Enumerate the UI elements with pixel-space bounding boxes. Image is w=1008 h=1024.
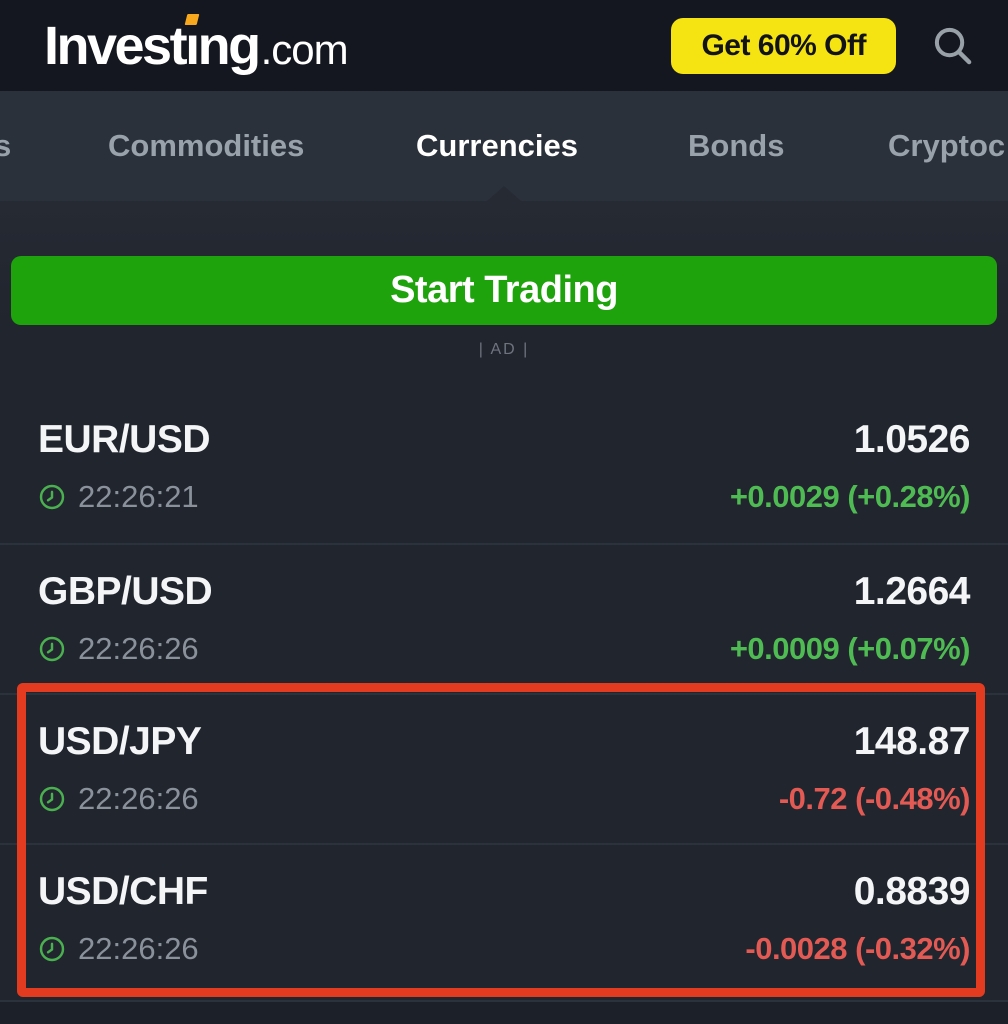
search-button[interactable] xyxy=(930,23,976,69)
quote-row-usdjpy[interactable]: USD/JPY 148.87 22:26:26 -0.72 (-0.48%) xyxy=(0,693,1008,843)
investing-logo[interactable]: Investı ng .com xyxy=(44,13,349,77)
quote-pair: GBP/USD xyxy=(38,570,213,613)
start-trading-button[interactable]: Start Trading xyxy=(11,256,997,325)
quote-pair: USD/CHF xyxy=(38,870,208,913)
ad-disclosure-label: | AD | xyxy=(478,341,530,358)
market-category-tabbar: s Commodities Currencies Bonds Crypto c xyxy=(0,91,1008,201)
get-offer-button[interactable]: Get 60% Off xyxy=(671,17,896,74)
clock-icon xyxy=(39,484,65,510)
quote-price: 1.2664 xyxy=(853,570,971,613)
logo-domain-suffix: .com xyxy=(260,25,349,73)
list-footer-strip xyxy=(0,1000,1008,1024)
quote-change: +0.0009 (+0.07%) xyxy=(729,631,971,666)
tab-currencies[interactable]: Currencies xyxy=(416,128,578,163)
quote-pair: EUR/USD xyxy=(38,418,211,461)
search-icon xyxy=(934,27,972,64)
logo-wordmark: Investı ng xyxy=(44,13,261,76)
tab-bonds[interactable]: Bonds xyxy=(688,128,785,163)
quote-price: 0.8839 xyxy=(853,870,971,913)
quote-time: 22:26:26 xyxy=(78,631,199,666)
clock-icon xyxy=(39,786,65,812)
quote-time: 22:26:26 xyxy=(78,931,199,966)
tab-partial-left[interactable]: s xyxy=(0,128,12,163)
quote-row-gbpusd[interactable]: GBP/USD 1.2664 22:26:26 +0.0009 (+0.07%) xyxy=(0,543,1008,693)
quote-change: -0.72 (-0.48%) xyxy=(778,781,971,816)
currency-quote-list: EUR/USD 1.0526 22:26:21 +0.0029 (+0.28%)… xyxy=(0,393,1008,1024)
tab-commodities[interactable]: Commodities xyxy=(108,128,305,163)
quote-price: 1.0526 xyxy=(853,418,971,461)
quote-time: 22:26:21 xyxy=(78,479,199,514)
quote-time: 22:26:26 xyxy=(78,781,199,816)
tab-crypto[interactable]: Crypto c xyxy=(888,128,1006,163)
currencies-page: Start Trading | AD | EUR/USD 1.0526 22:2… xyxy=(0,201,1008,1024)
quote-pair: USD/JPY xyxy=(38,720,202,763)
clock-icon xyxy=(39,936,65,962)
quote-price: 148.87 xyxy=(853,720,971,763)
quote-row-usdchf[interactable]: USD/CHF 0.8839 22:26:26 -0.0028 (-0.32%) xyxy=(0,843,1008,1000)
app-header: Investı ng .com Get 60% Off xyxy=(0,0,1008,91)
clock-icon xyxy=(39,636,65,662)
active-tab-caret-icon xyxy=(487,186,521,201)
quote-change: -0.0028 (-0.32%) xyxy=(745,931,970,966)
quote-row-eurusd[interactable]: EUR/USD 1.0526 22:26:21 +0.0029 (+0.28%) xyxy=(0,393,1008,543)
quote-change: +0.0029 (+0.28%) xyxy=(729,479,971,514)
